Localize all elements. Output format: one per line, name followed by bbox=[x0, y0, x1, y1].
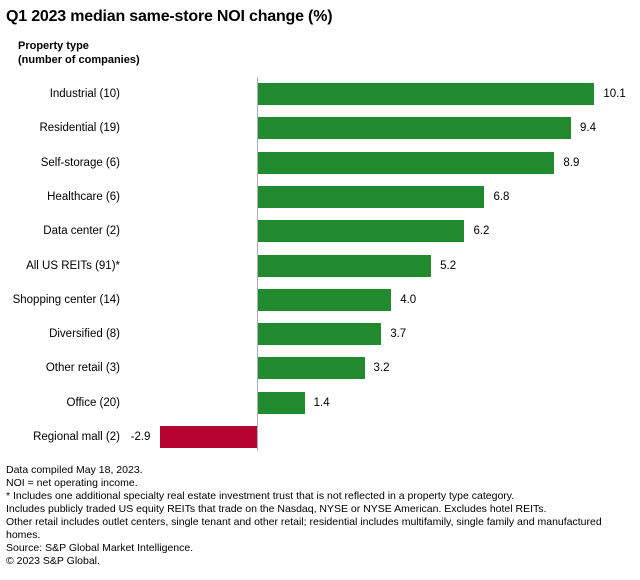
value-label: 3.2 bbox=[373, 362, 390, 375]
value-label: 3.7 bbox=[390, 328, 407, 341]
footnote-line: Other retail includes outlet centers, si… bbox=[6, 516, 602, 541]
value-label: 6.8 bbox=[493, 190, 510, 203]
category-label: Healthcare (6) bbox=[47, 190, 120, 203]
bar-positive bbox=[258, 185, 485, 208]
value-label: 4.0 bbox=[400, 293, 417, 306]
category-label: Diversified (8) bbox=[49, 328, 120, 341]
category-label: Other retail (3) bbox=[45, 362, 120, 375]
footnote-line: NOI = net operating income. bbox=[6, 477, 138, 489]
category-label: Industrial (10) bbox=[49, 88, 120, 100]
category-label: Regional mall (2) bbox=[33, 431, 120, 443]
bar-positive bbox=[258, 288, 392, 311]
category-label: Self-storage (6) bbox=[40, 156, 120, 169]
zero-axis-line bbox=[257, 77, 258, 451]
bar-positive bbox=[258, 151, 555, 174]
plot-area: Industrial (10) 10.1 Residential (19) 9.4 Se… bbox=[0, 77, 640, 451]
bar-positive bbox=[258, 323, 382, 346]
chart-title: Q1 2023 median same-store NOI change (%) bbox=[6, 8, 333, 25]
bar-positive bbox=[258, 391, 305, 414]
y-axis-title-line1: Property type bbox=[18, 40, 89, 52]
category-label: Residential (19) bbox=[39, 122, 120, 135]
value-label: 6.2 bbox=[473, 225, 490, 238]
value-label: 1.4 bbox=[313, 396, 330, 409]
category-label: Shopping center (14) bbox=[12, 293, 120, 306]
category-label: Data center (2) bbox=[43, 225, 120, 238]
value-label: 5.2 bbox=[440, 259, 457, 272]
bar-positive bbox=[258, 117, 572, 140]
footnote-line: Includes publicly traded US equity REITs… bbox=[6, 503, 547, 515]
footnote-line: * Includes one additional specialty real… bbox=[6, 490, 515, 502]
value-label: 10.1 bbox=[603, 88, 626, 100]
footnote-line: Source: S&P Global Market Intelligence. bbox=[6, 542, 194, 554]
y-axis-title: Property type (number of companies) bbox=[18, 39, 140, 67]
bar-positive bbox=[258, 83, 595, 105]
footnote-line: Data compiled May 18, 2023. bbox=[6, 464, 143, 476]
y-axis-title-line2: (number of companies) bbox=[18, 54, 140, 66]
category-label: All US REITs (91)* bbox=[26, 259, 120, 272]
value-label: 8.9 bbox=[563, 156, 580, 169]
footnotes: Data compiled May 18, 2023. NOI = net ope… bbox=[6, 464, 634, 568]
category-label: Office (20) bbox=[66, 396, 120, 409]
bar-positive bbox=[258, 220, 465, 243]
bar-positive bbox=[258, 254, 432, 277]
footnote-line: © 2023 S&P Global. bbox=[6, 555, 100, 567]
value-label: 9.4 bbox=[580, 122, 597, 135]
bar-positive bbox=[258, 357, 365, 380]
bar-negative bbox=[160, 426, 257, 448]
value-label: -2.9 bbox=[130, 431, 151, 443]
